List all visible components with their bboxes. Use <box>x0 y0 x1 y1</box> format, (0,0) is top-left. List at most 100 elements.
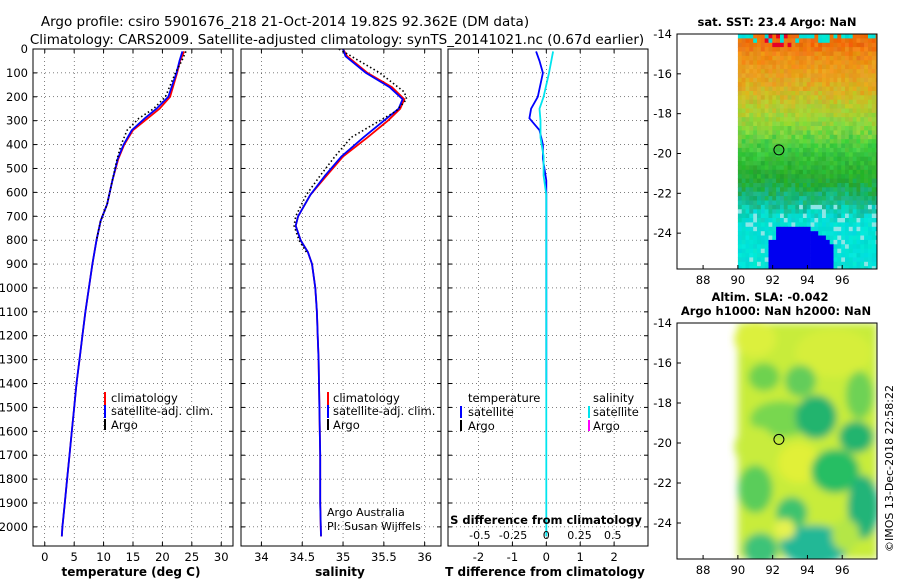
sst-cell <box>871 60 876 66</box>
sst-cell <box>818 95 823 101</box>
sst-cell <box>860 152 865 158</box>
sst-cell <box>768 191 773 197</box>
sst-cell <box>753 218 758 223</box>
sst-cell <box>845 218 850 223</box>
sst-cell <box>845 261 850 267</box>
sst-cell <box>818 204 823 210</box>
sst-cell <box>837 108 842 114</box>
sst-cell <box>825 209 831 215</box>
sst-cell <box>802 244 808 250</box>
sst-cell <box>772 99 777 105</box>
sst-cell <box>791 161 796 166</box>
sst-cell <box>737 47 743 52</box>
sst-cell <box>772 38 777 44</box>
sst-cell <box>871 152 876 158</box>
sst-cell <box>799 99 804 105</box>
sst-cell <box>845 104 850 109</box>
sst-cell <box>760 126 765 131</box>
sst-cell <box>772 91 777 96</box>
sst-cell <box>757 82 762 87</box>
sst-cell <box>776 134 781 140</box>
sst-cell <box>791 213 796 219</box>
sst-cell <box>776 82 781 87</box>
sst-cell <box>818 143 823 149</box>
sst-cell <box>864 266 869 269</box>
sst-cell <box>841 187 846 193</box>
sst-cell <box>760 143 765 149</box>
sst-cell <box>829 253 834 258</box>
sst-cell <box>783 156 788 162</box>
sst-cell <box>757 108 762 114</box>
sst-cell <box>845 130 850 136</box>
sst-cell <box>741 156 746 162</box>
sst-cell <box>856 183 861 188</box>
sst-cell <box>875 169 877 175</box>
sst-cell <box>791 139 796 144</box>
sst-cell <box>841 209 846 215</box>
sst-cell <box>852 244 857 250</box>
y-tick-label: 500 <box>6 161 28 175</box>
sst-cell <box>783 47 788 52</box>
sst-cell <box>818 239 823 245</box>
sst-cell <box>783 51 788 57</box>
sst-cell <box>757 51 762 57</box>
sst-cell <box>845 156 850 162</box>
sst-cell <box>864 226 869 232</box>
sst-cell <box>868 178 873 184</box>
sst-cell <box>864 95 869 101</box>
sst-cell <box>833 169 838 175</box>
sst-cell <box>757 104 762 109</box>
sst-cell <box>780 218 785 223</box>
sst-cell <box>841 139 846 144</box>
sst-cell <box>749 253 754 258</box>
sst-cell <box>852 108 857 114</box>
sst-cell <box>837 187 842 193</box>
sst-cell <box>814 156 819 162</box>
sst-cell <box>875 266 877 269</box>
sst-cell <box>856 112 861 118</box>
sst-cell <box>764 174 769 179</box>
sst-cell <box>760 47 765 52</box>
sst-cell <box>791 108 796 114</box>
sst-cell <box>791 147 796 153</box>
sst-cell <box>764 38 769 44</box>
sst-cell <box>753 191 758 197</box>
sst-cell <box>856 69 861 74</box>
sst-cell <box>856 222 861 228</box>
sst-cell <box>818 213 823 219</box>
sst-cell <box>810 99 815 105</box>
sst-cell <box>833 91 838 96</box>
sst-cell <box>737 60 743 66</box>
sst-cell <box>783 226 788 232</box>
sst-cell <box>871 174 876 179</box>
sst-cell <box>780 69 785 74</box>
sst-cell <box>806 47 811 52</box>
sst-cell <box>833 257 838 263</box>
sst-cell <box>776 77 781 83</box>
sst-cell <box>871 266 876 269</box>
sst-cell <box>737 86 743 92</box>
sst-cell <box>791 64 796 70</box>
sst-cell <box>799 42 804 48</box>
sst-cell <box>737 244 743 250</box>
sst-cell <box>741 117 746 122</box>
sst-cell <box>764 47 769 52</box>
sst-cell <box>768 126 773 131</box>
sst-cell <box>791 222 796 228</box>
sst-cell <box>833 196 838 201</box>
sst-cell <box>783 161 788 166</box>
sst-cell <box>806 51 811 57</box>
sst-cell <box>875 42 877 48</box>
sst-cell <box>818 218 823 223</box>
sst-cell <box>822 69 827 74</box>
sst-cell <box>845 174 850 179</box>
sst-cell <box>875 191 877 197</box>
sst-cell <box>825 253 831 258</box>
sst-cell <box>860 121 865 127</box>
sst-cell <box>848 248 853 254</box>
sst-cell <box>852 82 857 87</box>
sst-cell <box>829 226 834 232</box>
sst-cell <box>745 174 750 179</box>
sst-cell <box>864 121 869 127</box>
sst-cell <box>802 187 808 193</box>
